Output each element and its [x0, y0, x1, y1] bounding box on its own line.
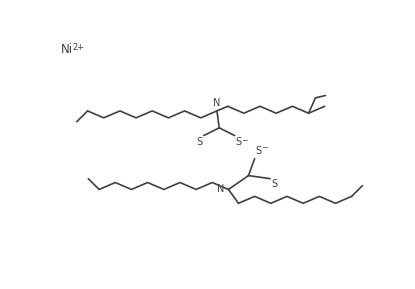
Text: −: − [241, 136, 247, 145]
Text: N: N [213, 98, 221, 108]
Text: S: S [196, 137, 202, 147]
Text: N: N [217, 184, 225, 194]
Text: 2+: 2+ [72, 43, 84, 52]
Text: S: S [235, 137, 242, 147]
Text: S: S [271, 179, 278, 190]
Text: Ni: Ni [61, 43, 73, 56]
Text: S: S [255, 146, 261, 155]
Text: −: − [261, 143, 267, 152]
